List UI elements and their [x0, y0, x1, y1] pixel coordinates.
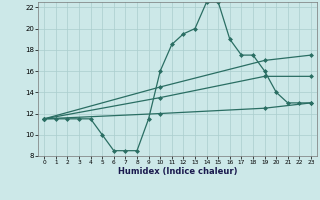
X-axis label: Humidex (Indice chaleur): Humidex (Indice chaleur): [118, 167, 237, 176]
